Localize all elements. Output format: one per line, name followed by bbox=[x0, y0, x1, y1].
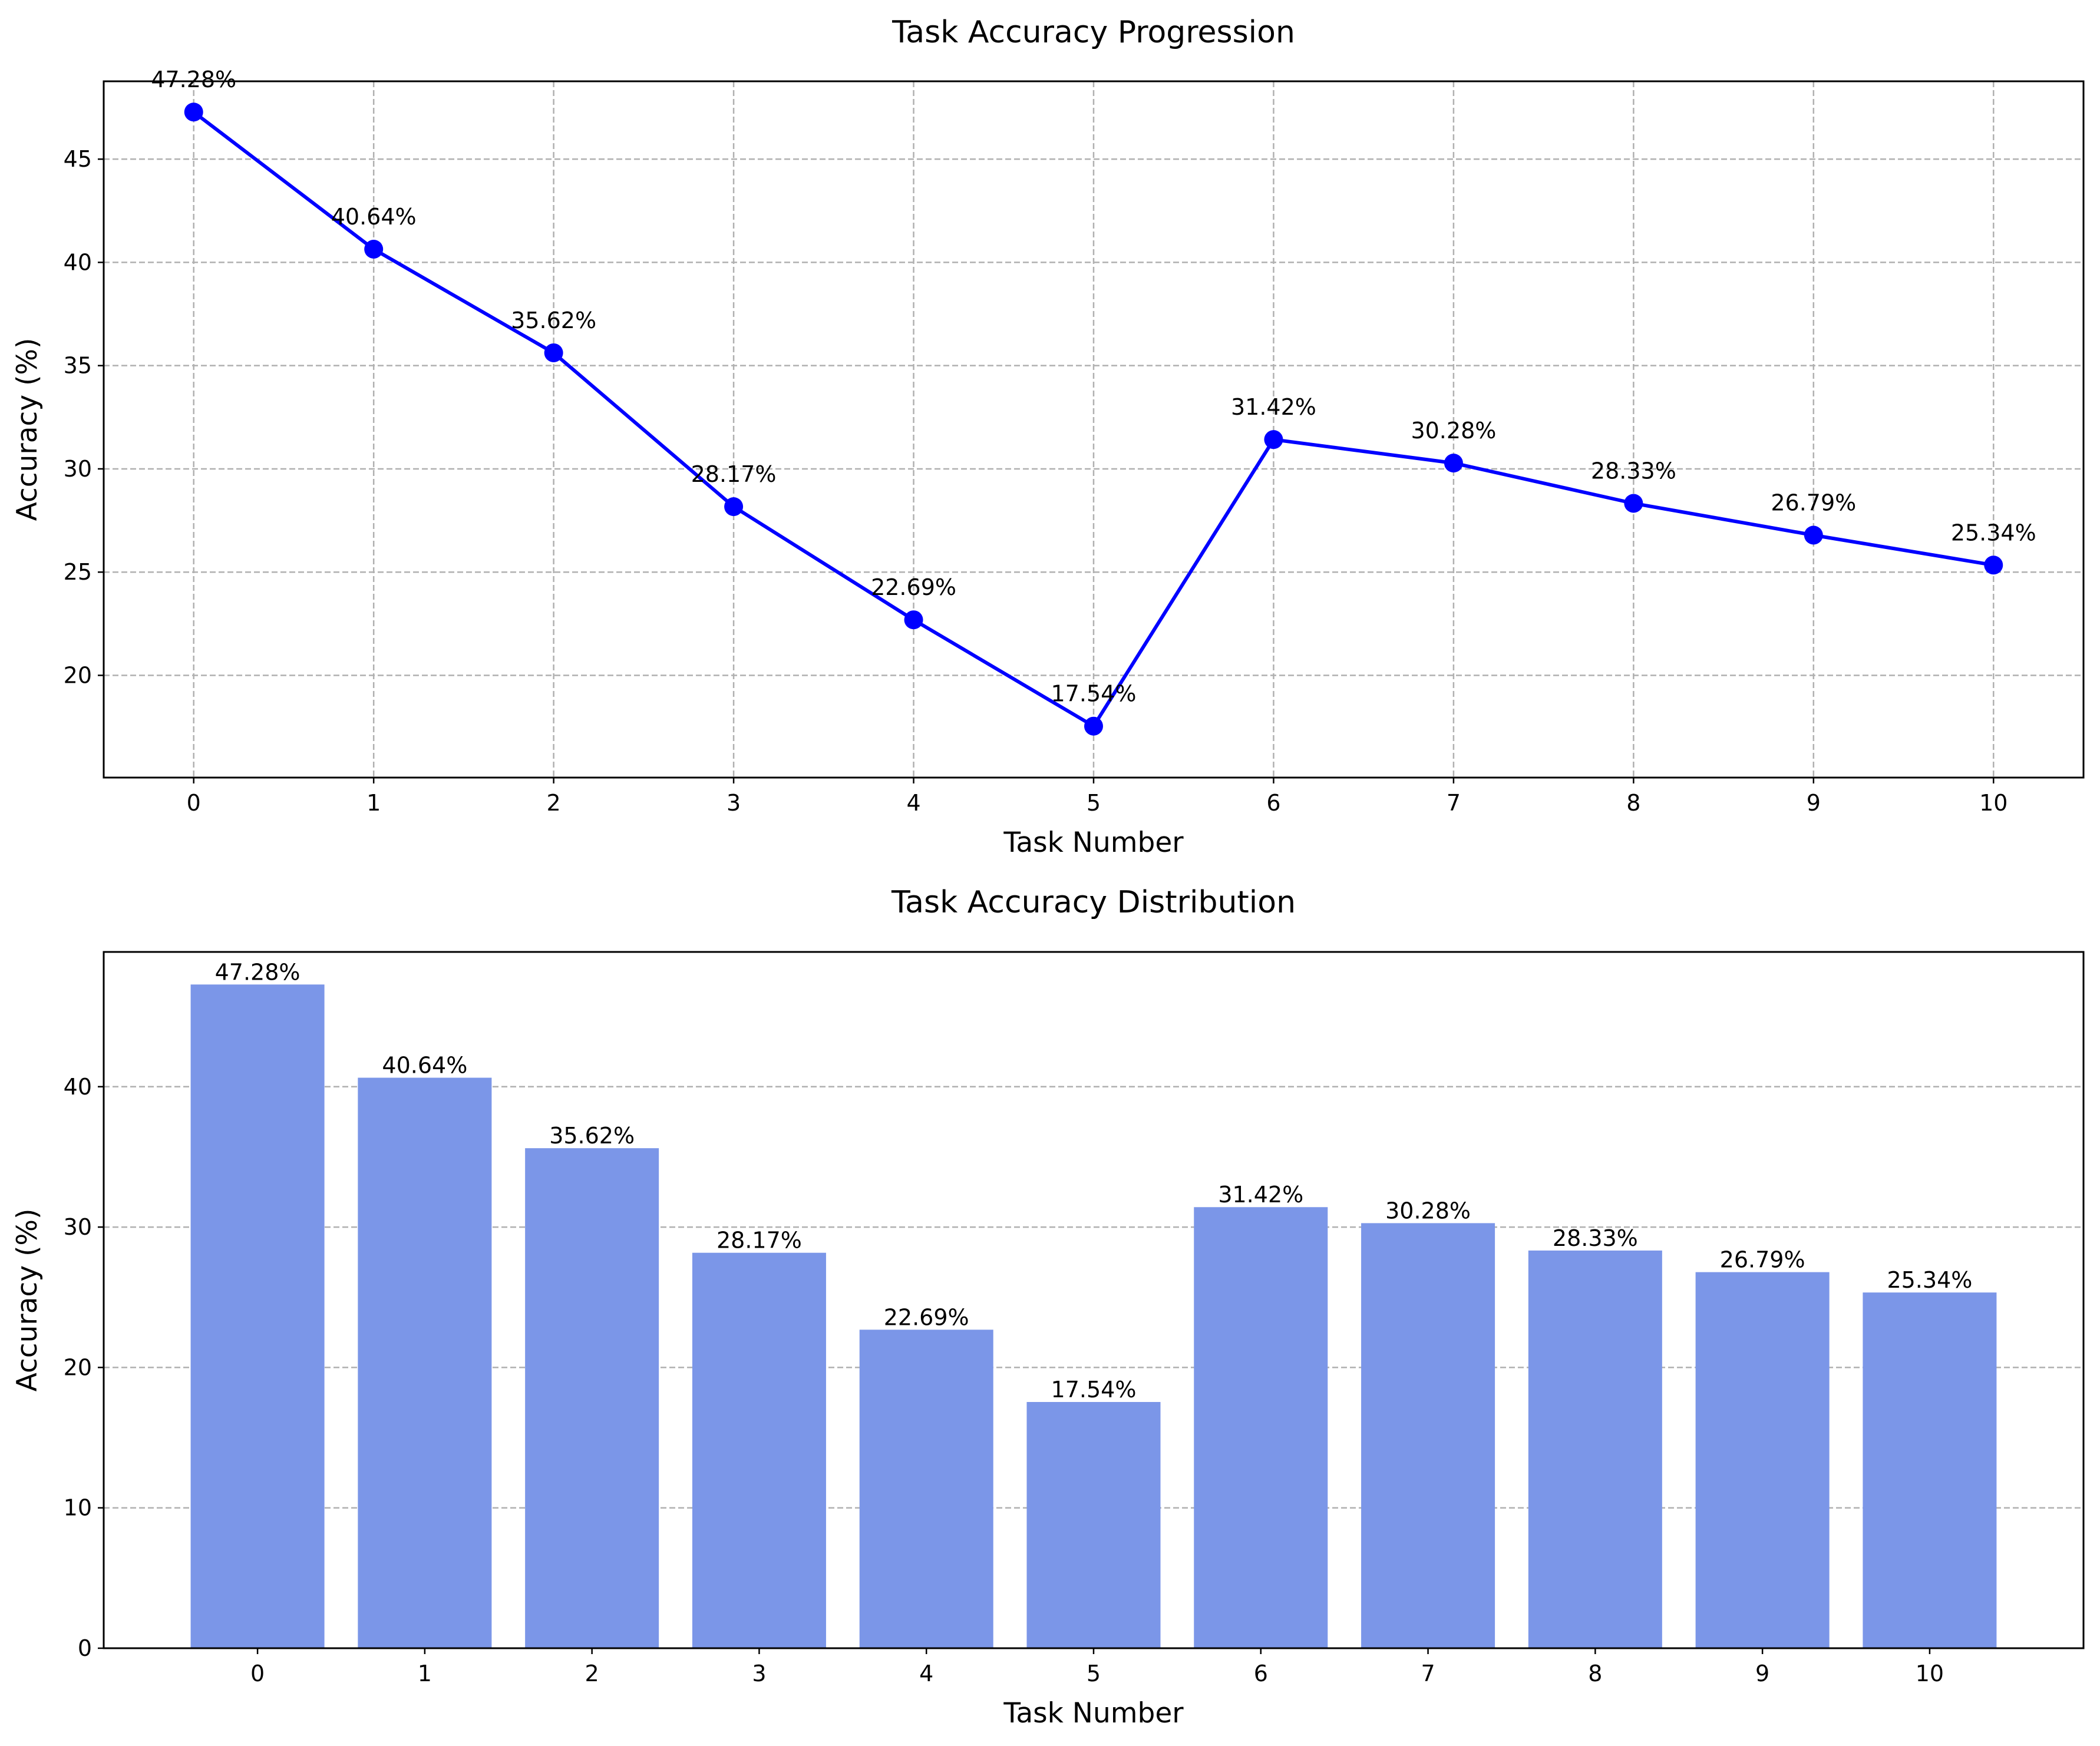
line-chart-data-label: 47.28% bbox=[151, 67, 236, 92]
line-chart-point bbox=[1624, 494, 1643, 513]
bar-chart-y-tick-label: 20 bbox=[64, 1354, 92, 1380]
line-chart-y-tick-label: 25 bbox=[64, 559, 92, 585]
bar-data-label: 25.34% bbox=[1887, 1267, 1972, 1293]
line-chart-data-label: 35.62% bbox=[511, 307, 596, 333]
bar-chart-y-tick-label: 30 bbox=[64, 1214, 92, 1240]
line-chart-x-tick-label: 5 bbox=[1087, 790, 1101, 816]
line-chart-title: Task Accuracy Progression bbox=[891, 15, 1295, 50]
bar bbox=[1863, 1292, 1997, 1648]
line-chart-data-label: 40.64% bbox=[331, 204, 417, 230]
bar-chart-plot-frame bbox=[103, 951, 2085, 1649]
line-chart-data-label: 22.69% bbox=[871, 574, 956, 600]
line-chart-data-label: 17.54% bbox=[1051, 681, 1137, 707]
bar-chart-x-tick-label: 10 bbox=[1916, 1661, 1944, 1687]
bar-chart-x-tick-label: 0 bbox=[250, 1661, 265, 1687]
line-chart-data-label: 25.34% bbox=[1951, 520, 2036, 545]
bar-data-label: 22.69% bbox=[884, 1304, 969, 1330]
line-chart-y-tick-label: 35 bbox=[64, 353, 92, 379]
line-chart-data-label: 26.79% bbox=[1771, 490, 1856, 515]
line-chart-y-tick-label: 30 bbox=[64, 456, 92, 482]
line-chart-y-tick-label: 20 bbox=[64, 662, 92, 688]
bar-chart-x-tick-label: 4 bbox=[919, 1661, 933, 1687]
line-chart-data-label: 30.28% bbox=[1411, 418, 1496, 444]
line-chart-x-tick-label: 3 bbox=[727, 790, 741, 816]
line-chart-x-tick-label: 10 bbox=[1979, 790, 2007, 816]
line-chart-point bbox=[544, 343, 563, 362]
bar-chart-y-tick-label: 40 bbox=[64, 1074, 92, 1100]
bar-data-label: 28.17% bbox=[716, 1228, 802, 1254]
line-chart-series: 47.28% 40.64% 35.62% 28.17% 22.69% 17.54% 31.4… bbox=[151, 67, 2036, 736]
bar-chart-x-tick-label: 1 bbox=[418, 1661, 432, 1687]
line-chart-point bbox=[364, 239, 384, 259]
line-chart-x-tick-label: 1 bbox=[366, 790, 381, 816]
bar bbox=[1026, 1402, 1161, 1648]
line-chart-point bbox=[1444, 454, 1463, 473]
bar-chart-x-tick-label: 8 bbox=[1588, 1661, 1602, 1687]
bar-data-label: 31.42% bbox=[1218, 1182, 1303, 1208]
line-chart: Task Accuracy Progression 0 1 2 3 4 5 6 7 8 9 1020… bbox=[11, 15, 2085, 859]
bar-chart-ticks: 0 10 20 30 40 0 1 2 3 4 5 6 7 8 9 10 bbox=[64, 1074, 1944, 1687]
line-chart-y-axis-label: Accuracy (%) bbox=[11, 338, 44, 521]
bar-data-label: 30.28% bbox=[1385, 1198, 1471, 1223]
bar bbox=[1695, 1272, 1830, 1648]
bar-chart-x-axis-label: Task Number bbox=[1003, 1697, 1184, 1730]
bar-data-label: 26.79% bbox=[1720, 1247, 1805, 1273]
bar-chart-x-tick-label: 9 bbox=[1755, 1661, 1769, 1687]
line-chart-x-axis-label: Task Number bbox=[1003, 826, 1184, 859]
bar-chart-y-axis-label: Accuracy (%) bbox=[11, 1209, 44, 1392]
bar-data-label: 40.64% bbox=[382, 1053, 467, 1079]
line-chart-data-label: 31.42% bbox=[1231, 394, 1316, 420]
bar-chart-x-tick-label: 2 bbox=[585, 1661, 599, 1687]
line-chart-point bbox=[184, 102, 203, 122]
bar-data-label: 28.33% bbox=[1553, 1225, 1638, 1251]
line-chart-y-tick-label: 45 bbox=[64, 146, 92, 172]
line-chart-data-label: 28.33% bbox=[1591, 458, 1676, 484]
bar-chart-title: Task Accuracy Distribution bbox=[891, 885, 1296, 920]
line-chart-plot-frame bbox=[103, 80, 2085, 779]
line-chart-data-label: 28.17% bbox=[691, 461, 777, 487]
line-chart-x-tick-label: 8 bbox=[1626, 790, 1640, 816]
bar bbox=[525, 1148, 659, 1648]
bar-data-label: 17.54% bbox=[1051, 1377, 1137, 1403]
line-chart-x-tick-label: 2 bbox=[547, 790, 561, 816]
line-chart-grid bbox=[104, 81, 2084, 778]
bar bbox=[859, 1330, 993, 1648]
bar bbox=[1194, 1207, 1328, 1648]
line-chart-point bbox=[1804, 525, 1823, 545]
line-chart-point bbox=[724, 497, 744, 517]
bar bbox=[358, 1077, 492, 1648]
bar-chart-x-tick-label: 5 bbox=[1087, 1661, 1101, 1687]
line-chart-y-tick-label: 40 bbox=[64, 249, 92, 275]
line-chart-point bbox=[1084, 716, 1103, 736]
bar bbox=[692, 1252, 826, 1648]
bar-data-label: 47.28% bbox=[215, 959, 301, 985]
line-chart-x-tick-label: 7 bbox=[1447, 790, 1461, 816]
line-chart-x-tick-label: 4 bbox=[906, 790, 920, 816]
bar-chart: Task Accuracy Distribution 0 10 20 30 40 0 1 2 3… bbox=[11, 885, 2085, 1730]
bar-chart-x-tick-label: 6 bbox=[1254, 1661, 1268, 1687]
line-chart-point bbox=[1984, 555, 2003, 575]
bar bbox=[1528, 1250, 1662, 1648]
line-chart-point bbox=[904, 610, 923, 630]
bar-chart-y-tick-label: 0 bbox=[78, 1635, 92, 1661]
bar-chart-y-tick-label: 10 bbox=[64, 1495, 92, 1521]
bar-data-label: 35.62% bbox=[549, 1123, 635, 1149]
line-chart-x-tick-label: 6 bbox=[1266, 790, 1280, 816]
bar-chart-bars: 47.28% 40.64% 35.62% 28.17% 22.69% 17.54% 31.4… bbox=[190, 959, 1997, 1648]
bar-chart-x-tick-label: 7 bbox=[1421, 1661, 1435, 1687]
line-chart-x-tick-label: 9 bbox=[1807, 790, 1821, 816]
bar-chart-x-tick-label: 3 bbox=[752, 1661, 766, 1687]
line-chart-point bbox=[1264, 430, 1283, 449]
bar bbox=[190, 984, 325, 1648]
bar bbox=[1361, 1223, 1495, 1648]
line-chart-x-tick-label: 0 bbox=[187, 790, 201, 816]
